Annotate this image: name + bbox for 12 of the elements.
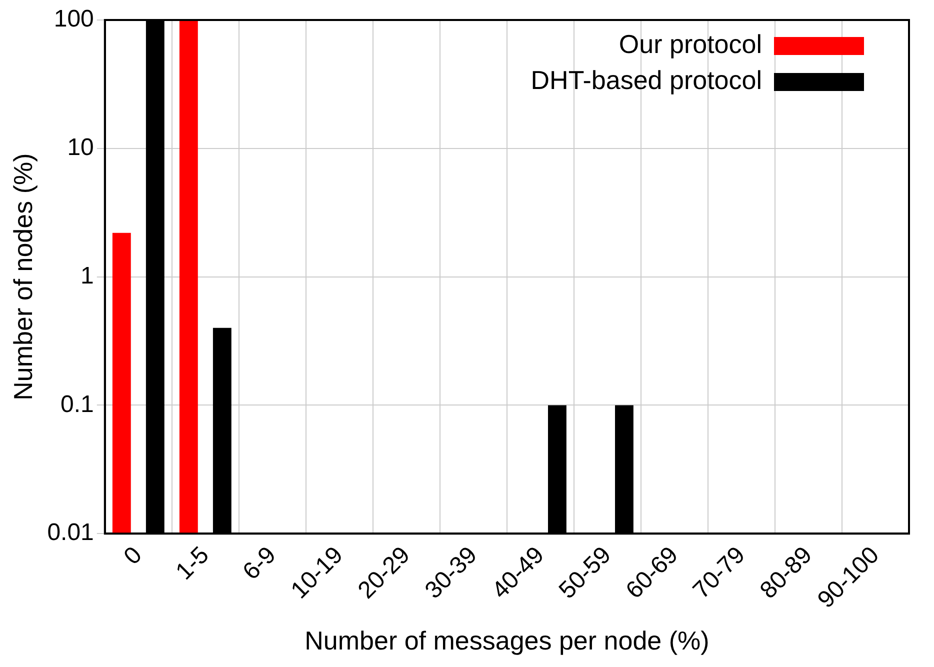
y-tick-label: 0.01 [47, 519, 94, 546]
y-axis-title: Number of nodes (%) [8, 153, 38, 400]
legend-label: DHT-based protocol [530, 65, 762, 96]
x-axis-title: Number of messages per node (%) [304, 626, 710, 656]
legend-label: Our protocol [618, 29, 762, 60]
x-tick-label: 0 [118, 542, 148, 570]
x-tick-label: 1-5 [170, 542, 214, 586]
y-tick-label: 10 [67, 134, 94, 162]
x-tick-label: 6-9 [238, 542, 282, 586]
y-tick-label: 100 [54, 6, 94, 33]
y-tick-label: 1 [80, 262, 94, 290]
y-tick-label: 0.1 [60, 390, 94, 418]
